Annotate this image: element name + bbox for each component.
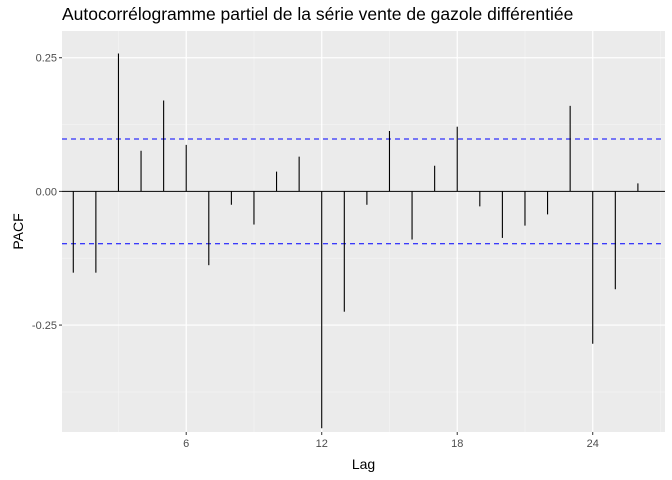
x-tick-label: 6 (183, 438, 189, 450)
y-tick-label: 0.25 (36, 53, 57, 65)
x-axis: 6 12 18 24 (183, 432, 599, 450)
chart-title: Autocorrélogramme partiel de la série ve… (62, 4, 574, 24)
grid-minor (62, 31, 665, 432)
pacf-bars (72, 53, 639, 429)
y-axis: 0.25 0.00 -0.25 (32, 53, 62, 332)
x-tick-label: 12 (316, 438, 328, 450)
y-tick-label: -0.25 (32, 320, 57, 332)
x-tick-label: 18 (451, 438, 463, 450)
y-tick-label: 0.00 (36, 186, 57, 198)
y-axis-title: PACF (10, 213, 26, 249)
confidence-bounds (62, 138, 665, 245)
x-tick-label: 24 (587, 438, 599, 450)
plot-panel (62, 31, 665, 432)
x-axis-title: Lag (352, 456, 375, 472)
